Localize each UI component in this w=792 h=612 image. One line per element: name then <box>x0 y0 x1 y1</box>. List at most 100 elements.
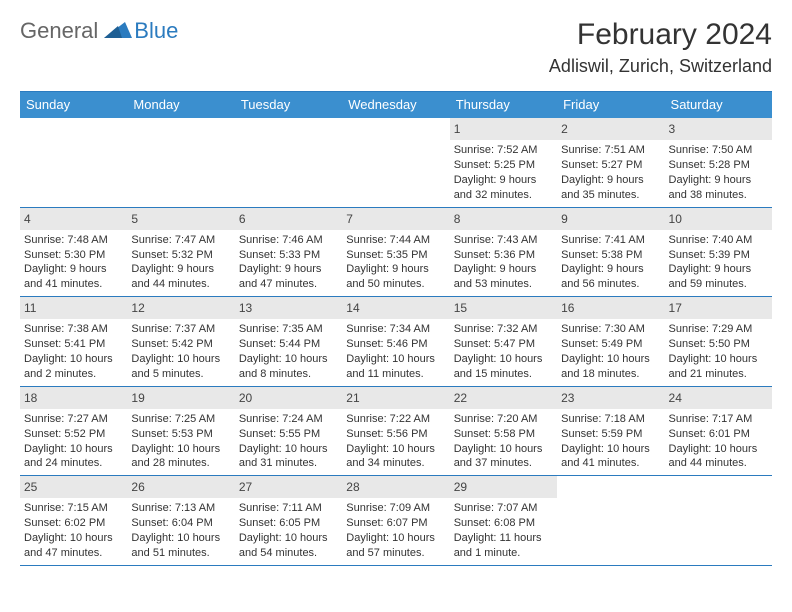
day-number: 17 <box>665 297 772 319</box>
day-cell: 15Sunrise: 7:32 AMSunset: 5:47 PMDayligh… <box>450 297 557 386</box>
sunset-text: Sunset: 5:38 PM <box>561 248 660 263</box>
day-cell: 4Sunrise: 7:48 AMSunset: 5:30 PMDaylight… <box>20 208 127 297</box>
sunset-text: Sunset: 5:47 PM <box>454 337 553 352</box>
sunrise-text: Sunrise: 7:32 AM <box>454 322 553 337</box>
day-number: 9 <box>557 208 664 230</box>
daylight-text: Daylight: 10 hours and 34 minutes. <box>346 442 445 472</box>
weeks-container: 1Sunrise: 7:52 AMSunset: 5:25 PMDaylight… <box>20 118 772 566</box>
day-cell: 1Sunrise: 7:52 AMSunset: 5:25 PMDaylight… <box>450 118 557 207</box>
sunset-text: Sunset: 6:04 PM <box>131 516 230 531</box>
title-block: February 2024 Adliswil, Zurich, Switzerl… <box>549 18 772 77</box>
sunrise-text: Sunrise: 7:25 AM <box>131 412 230 427</box>
daylight-text: Daylight: 10 hours and 2 minutes. <box>24 352 123 382</box>
day-cell: 10Sunrise: 7:40 AMSunset: 5:39 PMDayligh… <box>665 208 772 297</box>
daylight-text: Daylight: 10 hours and 37 minutes. <box>454 442 553 472</box>
week-row: 4Sunrise: 7:48 AMSunset: 5:30 PMDaylight… <box>20 208 772 298</box>
daylight-text: Daylight: 10 hours and 5 minutes. <box>131 352 230 382</box>
daylight-text: Daylight: 10 hours and 31 minutes. <box>239 442 338 472</box>
sunset-text: Sunset: 5:27 PM <box>561 158 660 173</box>
day-number: 23 <box>557 387 664 409</box>
daylight-text: Daylight: 10 hours and 18 minutes. <box>561 352 660 382</box>
sunrise-text: Sunrise: 7:34 AM <box>346 322 445 337</box>
sunrise-text: Sunrise: 7:40 AM <box>669 233 768 248</box>
day-cell: 17Sunrise: 7:29 AMSunset: 5:50 PMDayligh… <box>665 297 772 386</box>
day-cell: 13Sunrise: 7:35 AMSunset: 5:44 PMDayligh… <box>235 297 342 386</box>
day-number: 11 <box>20 297 127 319</box>
day-cell: 2 Sunrise: 7:51 AMSunset: 5:27 PMDaylight… <box>557 118 664 207</box>
logo-triangle-icon <box>104 18 132 44</box>
sunrise-text: Sunrise: 7:24 AM <box>239 412 338 427</box>
day-number: 29 <box>450 476 557 498</box>
sunset-text: Sunset: 5:33 PM <box>239 248 338 263</box>
sunrise-text: Sunrise: 7:44 AM <box>346 233 445 248</box>
sunset-text: Sunset: 5:58 PM <box>454 427 553 442</box>
daylight-text: Daylight: 9 hours and 59 minutes. <box>669 262 768 292</box>
day-number: 6 <box>235 208 342 230</box>
day-number: 3 <box>665 118 772 140</box>
day-cell: 26Sunrise: 7:13 AMSunset: 6:04 PMDayligh… <box>127 476 234 565</box>
daylight-text: Daylight: 10 hours and 11 minutes. <box>346 352 445 382</box>
sunrise-text: Sunrise: 7:15 AM <box>24 501 123 516</box>
day-cell: 19Sunrise: 7:25 AMSunset: 5:53 PMDayligh… <box>127 387 234 476</box>
day-number: 14 <box>342 297 449 319</box>
day-cell <box>235 118 342 207</box>
day-cell: 29Sunrise: 7:07 AMSunset: 6:08 PMDayligh… <box>450 476 557 565</box>
day-cell: 18Sunrise: 7:27 AMSunset: 5:52 PMDayligh… <box>20 387 127 476</box>
sunrise-text: Sunrise: 7:38 AM <box>24 322 123 337</box>
day-cell: 24Sunrise: 7:17 AMSunset: 6:01 PMDayligh… <box>665 387 772 476</box>
daylight-text: Daylight: 9 hours and 41 minutes. <box>24 262 123 292</box>
day-cell <box>342 118 449 207</box>
sunset-text: Sunset: 5:50 PM <box>669 337 768 352</box>
daylight-text: Daylight: 9 hours and 53 minutes. <box>454 262 553 292</box>
sunrise-text: Sunrise: 7:27 AM <box>24 412 123 427</box>
day-number: 10 <box>665 208 772 230</box>
sunset-text: Sunset: 5:32 PM <box>131 248 230 263</box>
sunrise-text: Sunrise: 7:52 AM <box>454 143 553 158</box>
daylight-text: Daylight: 9 hours and 47 minutes. <box>239 262 338 292</box>
day-header-row: SundayMondayTuesdayWednesdayThursdayFrid… <box>20 92 772 118</box>
sunrise-text: Sunrise: 7:17 AM <box>669 412 768 427</box>
sunset-text: Sunset: 6:07 PM <box>346 516 445 531</box>
sunset-text: Sunset: 5:53 PM <box>131 427 230 442</box>
sunrise-text: Sunrise: 7:35 AM <box>239 322 338 337</box>
daylight-text: Daylight: 10 hours and 57 minutes. <box>346 531 445 561</box>
day-cell: 8Sunrise: 7:43 AMSunset: 5:36 PMDaylight… <box>450 208 557 297</box>
sunset-text: Sunset: 5:49 PM <box>561 337 660 352</box>
day-cell: 27Sunrise: 7:11 AMSunset: 6:05 PMDayligh… <box>235 476 342 565</box>
month-title: February 2024 <box>549 18 772 52</box>
day-cell: 16Sunrise: 7:30 AMSunset: 5:49 PMDayligh… <box>557 297 664 386</box>
day-cell: 25Sunrise: 7:15 AMSunset: 6:02 PMDayligh… <box>20 476 127 565</box>
day-number: 26 <box>127 476 234 498</box>
sunrise-text: Sunrise: 7:43 AM <box>454 233 553 248</box>
logo-text-1: General <box>20 18 98 44</box>
sunset-text: Sunset: 5:59 PM <box>561 427 660 442</box>
sunrise-text: Sunrise: 7:30 AM <box>561 322 660 337</box>
day-number: 2 <box>557 118 664 140</box>
sunrise-text: Sunrise: 7:50 AM <box>669 143 768 158</box>
week-row: 1Sunrise: 7:52 AMSunset: 5:25 PMDaylight… <box>20 118 772 208</box>
calendar: SundayMondayTuesdayWednesdayThursdayFrid… <box>20 91 772 566</box>
sunset-text: Sunset: 5:30 PM <box>24 248 123 263</box>
logo-text-2: Blue <box>134 18 178 44</box>
sunrise-text: Sunrise: 7:18 AM <box>561 412 660 427</box>
day-header: Wednesday <box>342 92 449 118</box>
day-cell: 6Sunrise: 7:46 AMSunset: 5:33 PMDaylight… <box>235 208 342 297</box>
sunrise-text: Sunrise: 7:07 AM <box>454 501 553 516</box>
sunrise-text: Sunrise: 7:11 AM <box>239 501 338 516</box>
sunrise-text: Sunrise: 7:20 AM <box>454 412 553 427</box>
day-number: 24 <box>665 387 772 409</box>
daylight-text: Daylight: 9 hours and 35 minutes. <box>561 173 660 203</box>
sunset-text: Sunset: 5:44 PM <box>239 337 338 352</box>
daylight-text: Daylight: 9 hours and 50 minutes. <box>346 262 445 292</box>
daylight-text: Daylight: 10 hours and 24 minutes. <box>24 442 123 472</box>
daylight-text: Daylight: 11 hours and 1 minute. <box>454 531 553 561</box>
daylight-text: Daylight: 9 hours and 44 minutes. <box>131 262 230 292</box>
sunrise-text: Sunrise: 7:51 AM <box>561 143 660 158</box>
day-number: 21 <box>342 387 449 409</box>
sunrise-text: Sunrise: 7:37 AM <box>131 322 230 337</box>
sunrise-text: Sunrise: 7:22 AM <box>346 412 445 427</box>
day-number: 27 <box>235 476 342 498</box>
day-header: Thursday <box>450 92 557 118</box>
sunset-text: Sunset: 5:28 PM <box>669 158 768 173</box>
sunset-text: Sunset: 5:55 PM <box>239 427 338 442</box>
